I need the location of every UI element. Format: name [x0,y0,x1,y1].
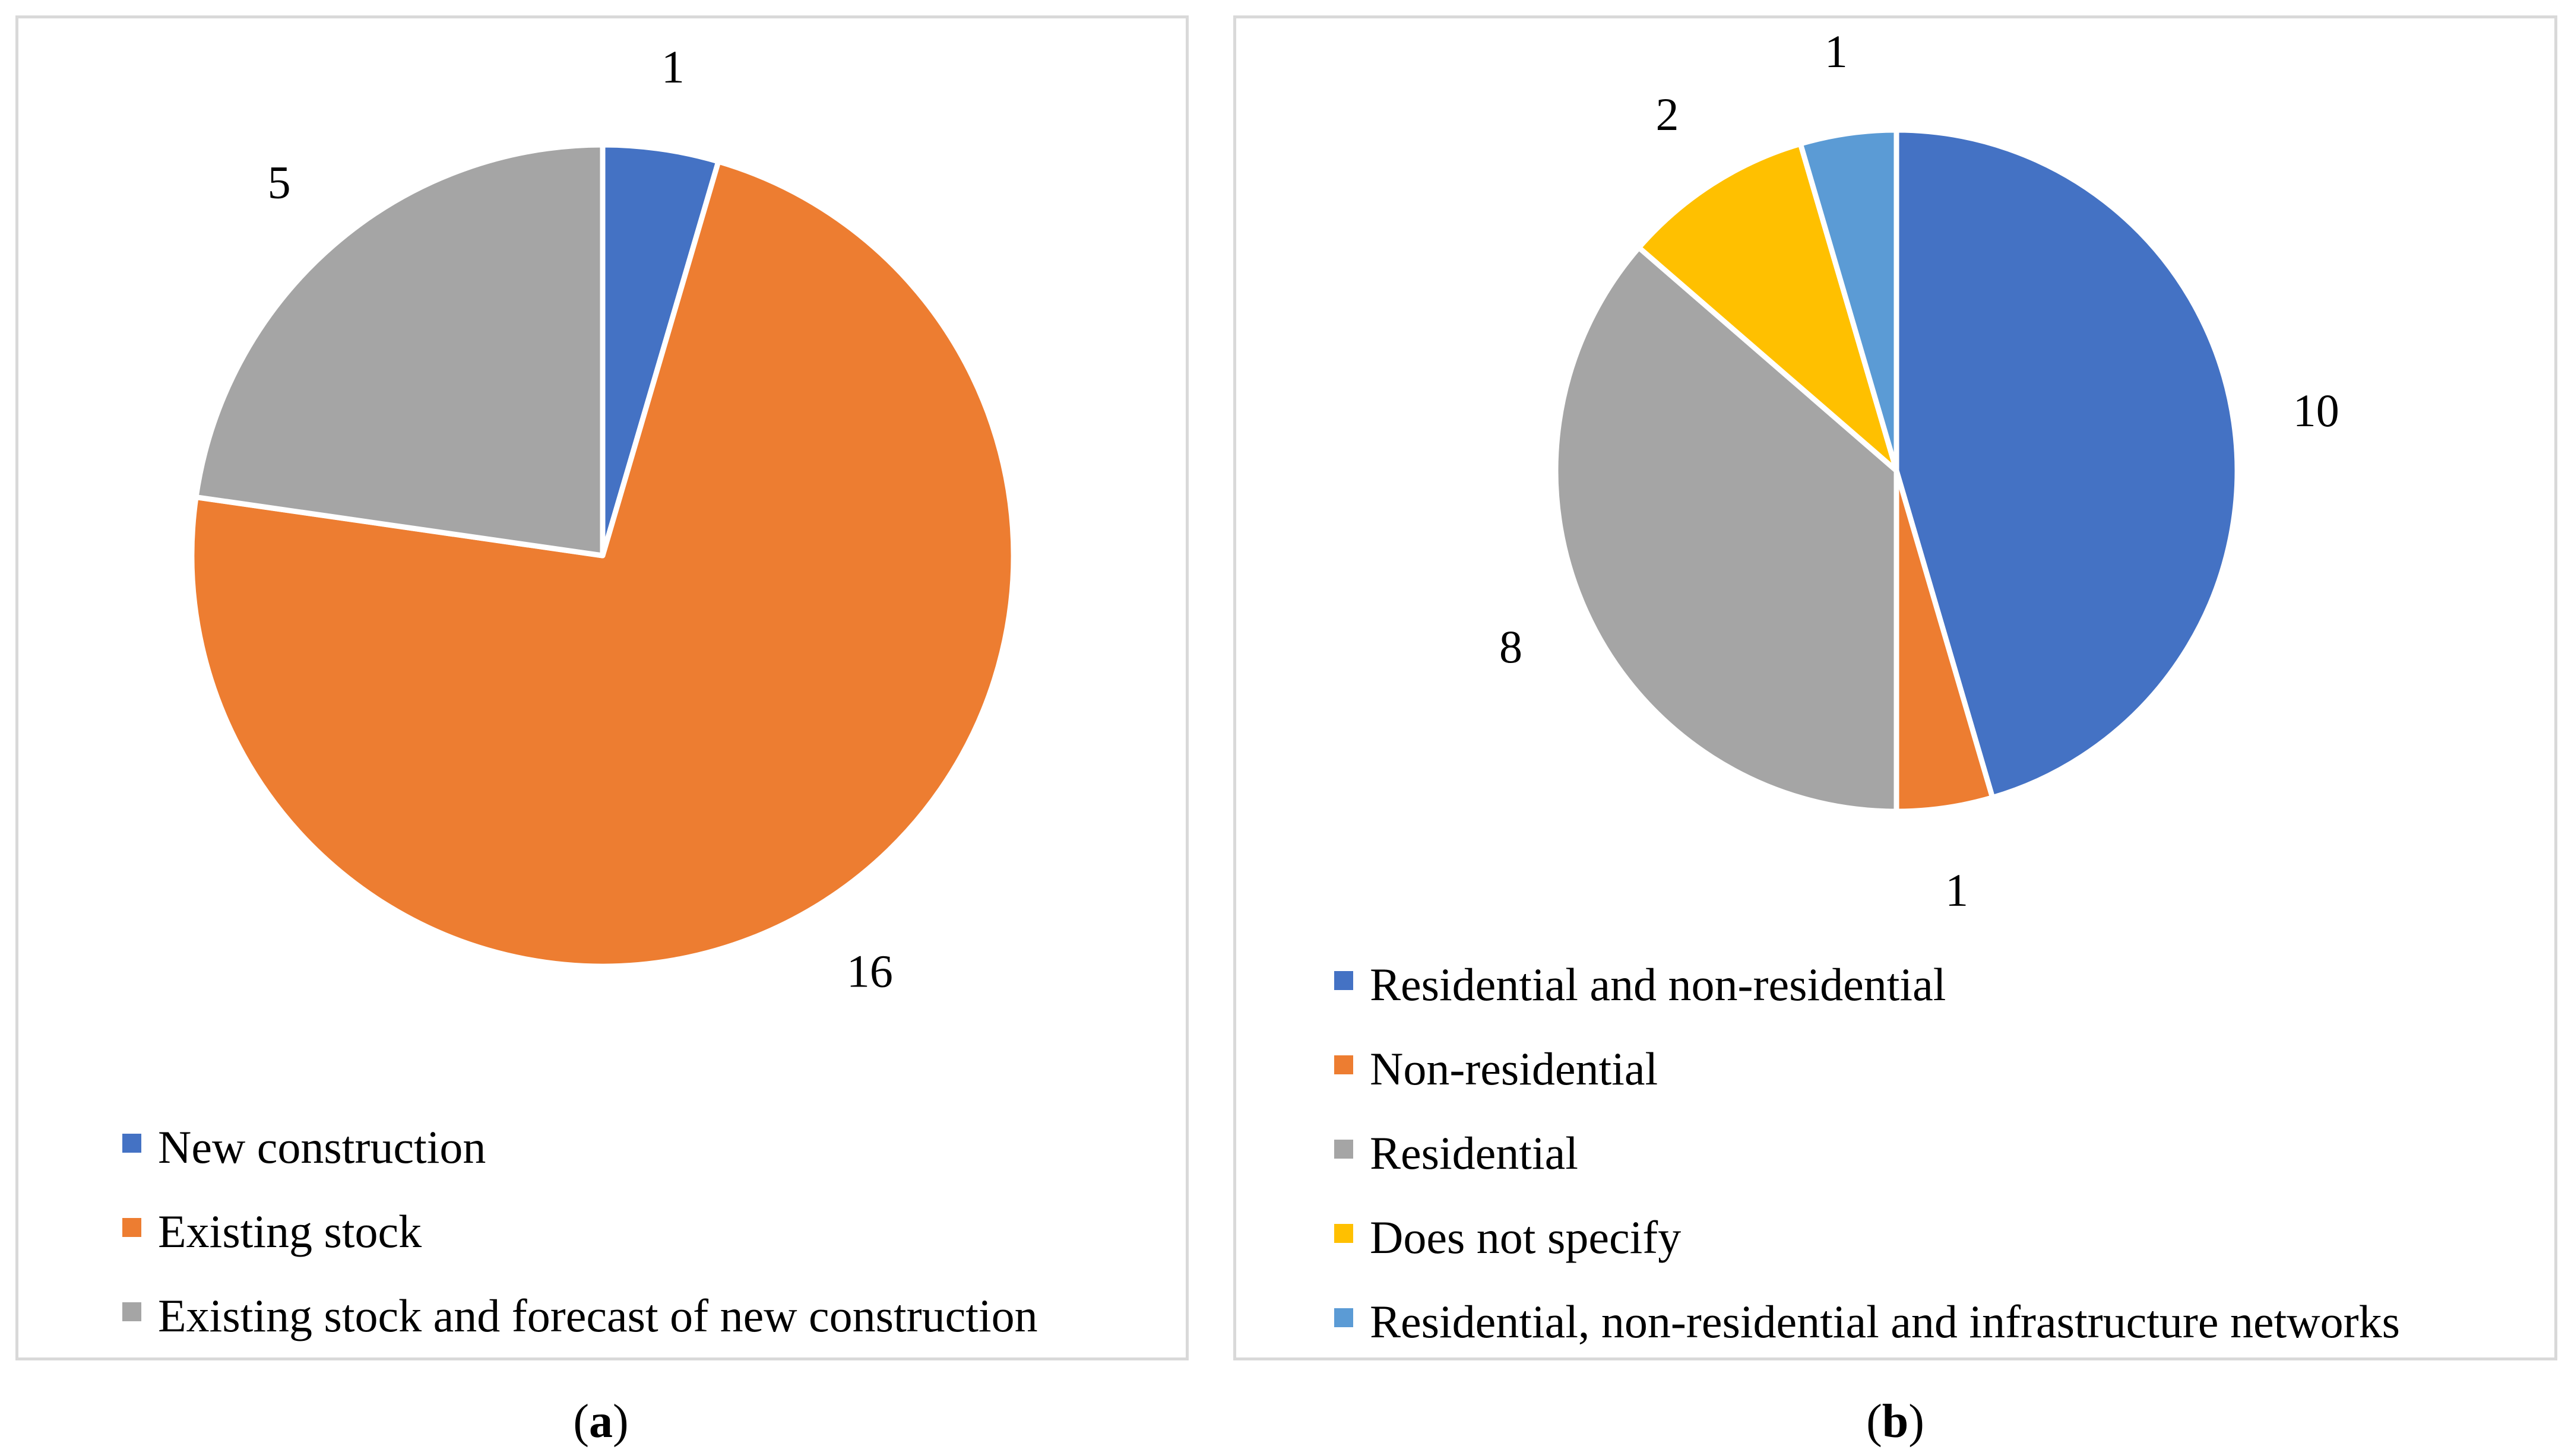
legend-swatch [1334,971,1353,990]
data-label: 1 [1825,26,1848,77]
legend-swatch [1334,1308,1353,1327]
data-label: 1 [661,41,685,93]
legend-swatch [1334,1140,1353,1159]
pie-slice [1797,127,1899,474]
caption-a: (a) [482,1392,720,1451]
legend-label: Does not specify [1370,1211,1682,1263]
caption-letter: b [1882,1395,1909,1448]
caption-close: ) [1908,1395,1924,1448]
caption-open: ( [1866,1395,1882,1448]
data-label: 1 [1945,864,1968,916]
pie-chart-b: 10 1 8 2 1 [1499,26,2339,916]
legend-label: Residential, non-residential and infrast… [1370,1296,2400,1347]
legend-swatch [122,1302,141,1321]
pie-slice [1636,141,1899,474]
data-label: 5 [268,157,291,208]
caption-letter: a [589,1395,613,1448]
legend-label: Existing stock [158,1206,422,1257]
chart-panel-a: 1 16 5 New construction Existing stock Exi… [15,15,1189,1360]
pie-slice [189,158,1017,969]
pie-slice [193,142,606,559]
data-label: 2 [1655,88,1679,140]
legend-swatch [122,1218,141,1237]
caption-open: ( [573,1395,589,1448]
caption-b: (b) [1777,1392,2014,1451]
pie-slice [1553,245,1899,814]
caption-close: ) [613,1395,629,1448]
pie-slice [1893,127,2240,801]
legend-label: New construction [158,1121,486,1173]
legend-swatch [1334,1055,1353,1074]
data-label: 16 [847,945,893,997]
legend-label: Existing stock and forecast of new const… [158,1290,1038,1341]
legend-label: Non-residential [1370,1043,1658,1095]
chart-panel-b: 10 1 8 2 1 Residential and non-residential N… [1233,15,2557,1360]
legend-label: Residential and non-residential [1370,959,1946,1010]
pie-chart-a: 1 16 5 [189,41,1017,997]
data-label: 8 [1499,621,1522,673]
legend-swatch [122,1134,141,1153]
data-label: 10 [2293,385,2339,436]
legend-swatch [1334,1224,1353,1243]
legend-label: Residential [1370,1127,1578,1179]
